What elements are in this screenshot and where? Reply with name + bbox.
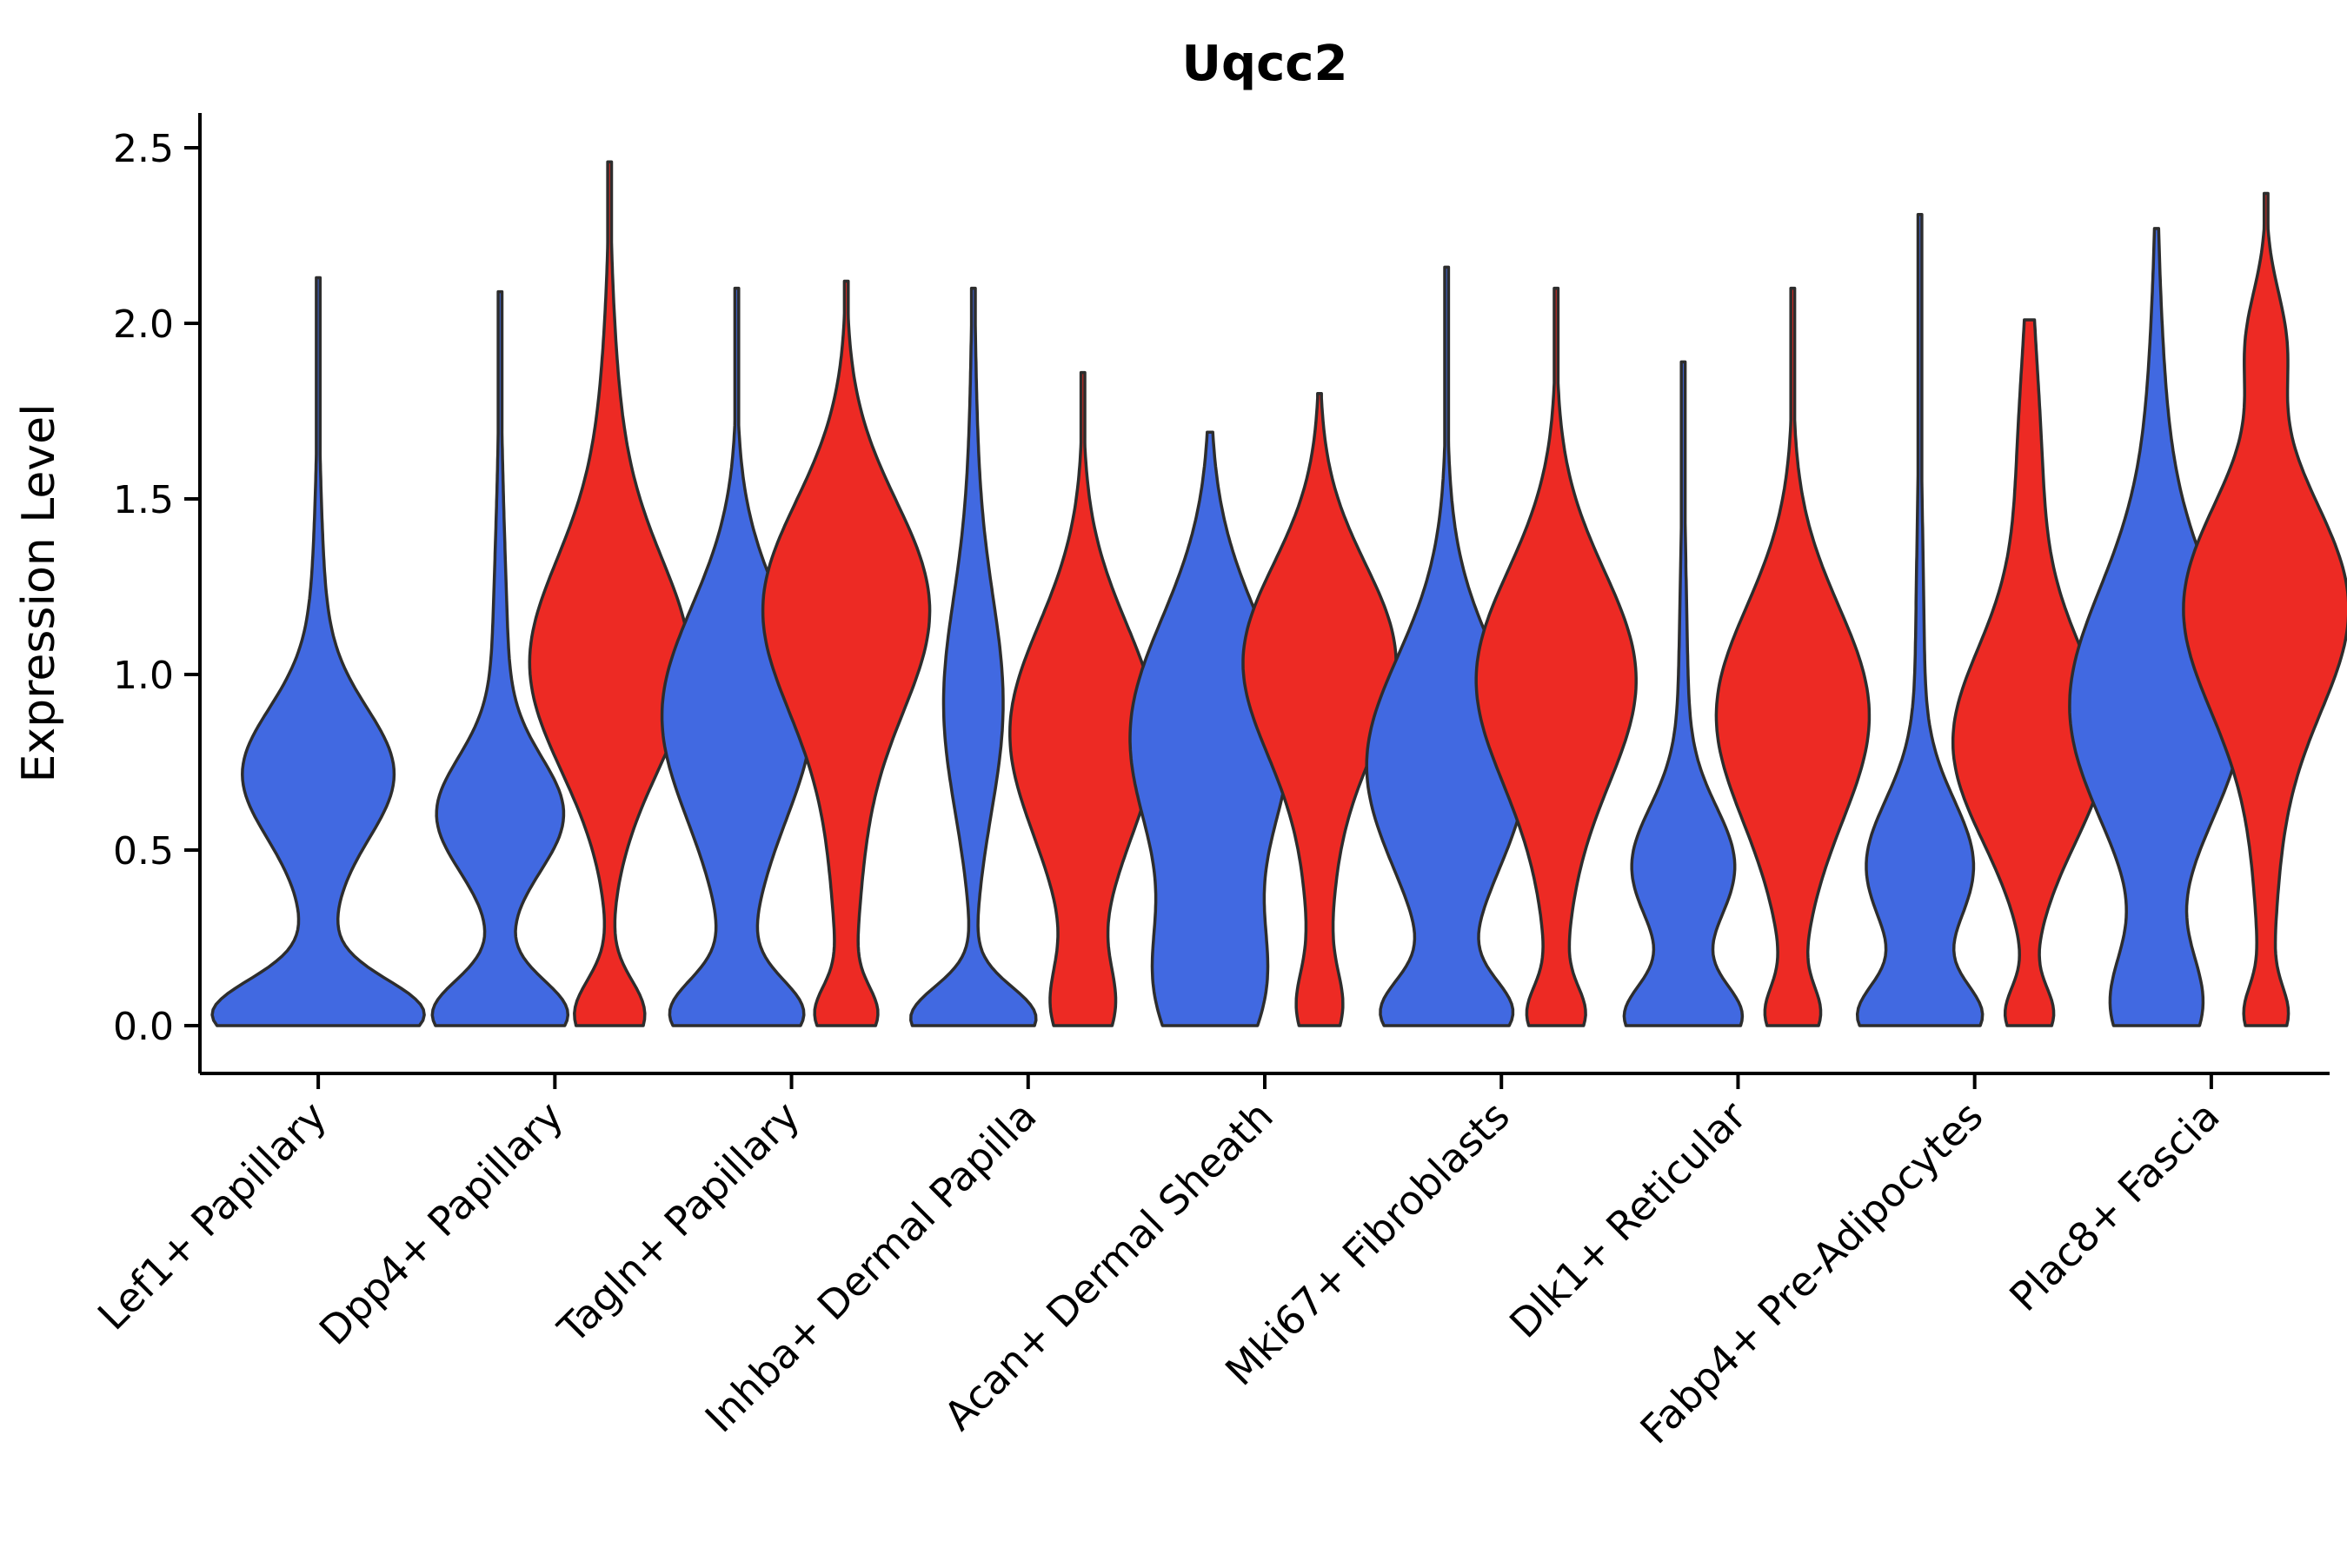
violin-mki67-fibroblasts-red (1474, 286, 1638, 1027)
y-tick-label: 2.5 (113, 127, 174, 171)
violin-plac8-fascia-red (2182, 191, 2347, 1027)
y-tick-label: 1.5 (113, 478, 174, 522)
violin-inhba-dermal-papilla-blue (909, 286, 1038, 1027)
y-axis-label: Expression Level (13, 403, 65, 782)
x-tick-label-dlk1-reticular: Dlk1+ Reticular (1500, 1093, 1755, 1347)
x-tick-label-dpp4-papillary: Dpp4+ Papillary (310, 1093, 572, 1354)
y-tick-label: 1.0 (113, 654, 174, 698)
violin-dpp4-papillary-blue (430, 289, 570, 1027)
y-tick-label: 2.0 (113, 302, 174, 347)
violin-dpp4-papillary-red (528, 160, 692, 1027)
violin-fabp4-pre-adipocytes-blue (1855, 213, 1985, 1027)
y-tick-label: 0.0 (113, 1005, 174, 1049)
violin-dlk1-reticular-red (1714, 286, 1872, 1027)
violin-dlk1-reticular-blue (1622, 360, 1745, 1027)
violin-lef1-papillary-blue (210, 276, 426, 1027)
violin-tagln-papillary-red (761, 279, 932, 1027)
violin-tagln-papillary-blue (660, 286, 814, 1027)
y-tick-label: 0.5 (113, 829, 174, 874)
violin-acan-dermal-sheath-blue (1128, 430, 1292, 1027)
x-tick-label-plac8-fascia: Plac8+ Fascia (2000, 1093, 2228, 1320)
violin-acan-dermal-sheath-red (1241, 392, 1398, 1027)
chart-title: Uqcc2 (1182, 36, 1348, 92)
x-tick-label-lef1-papillary: Lef1+ Papillary (89, 1093, 336, 1339)
x-tick-label-tagln-papillary: Tagln+ Papillary (549, 1093, 809, 1353)
